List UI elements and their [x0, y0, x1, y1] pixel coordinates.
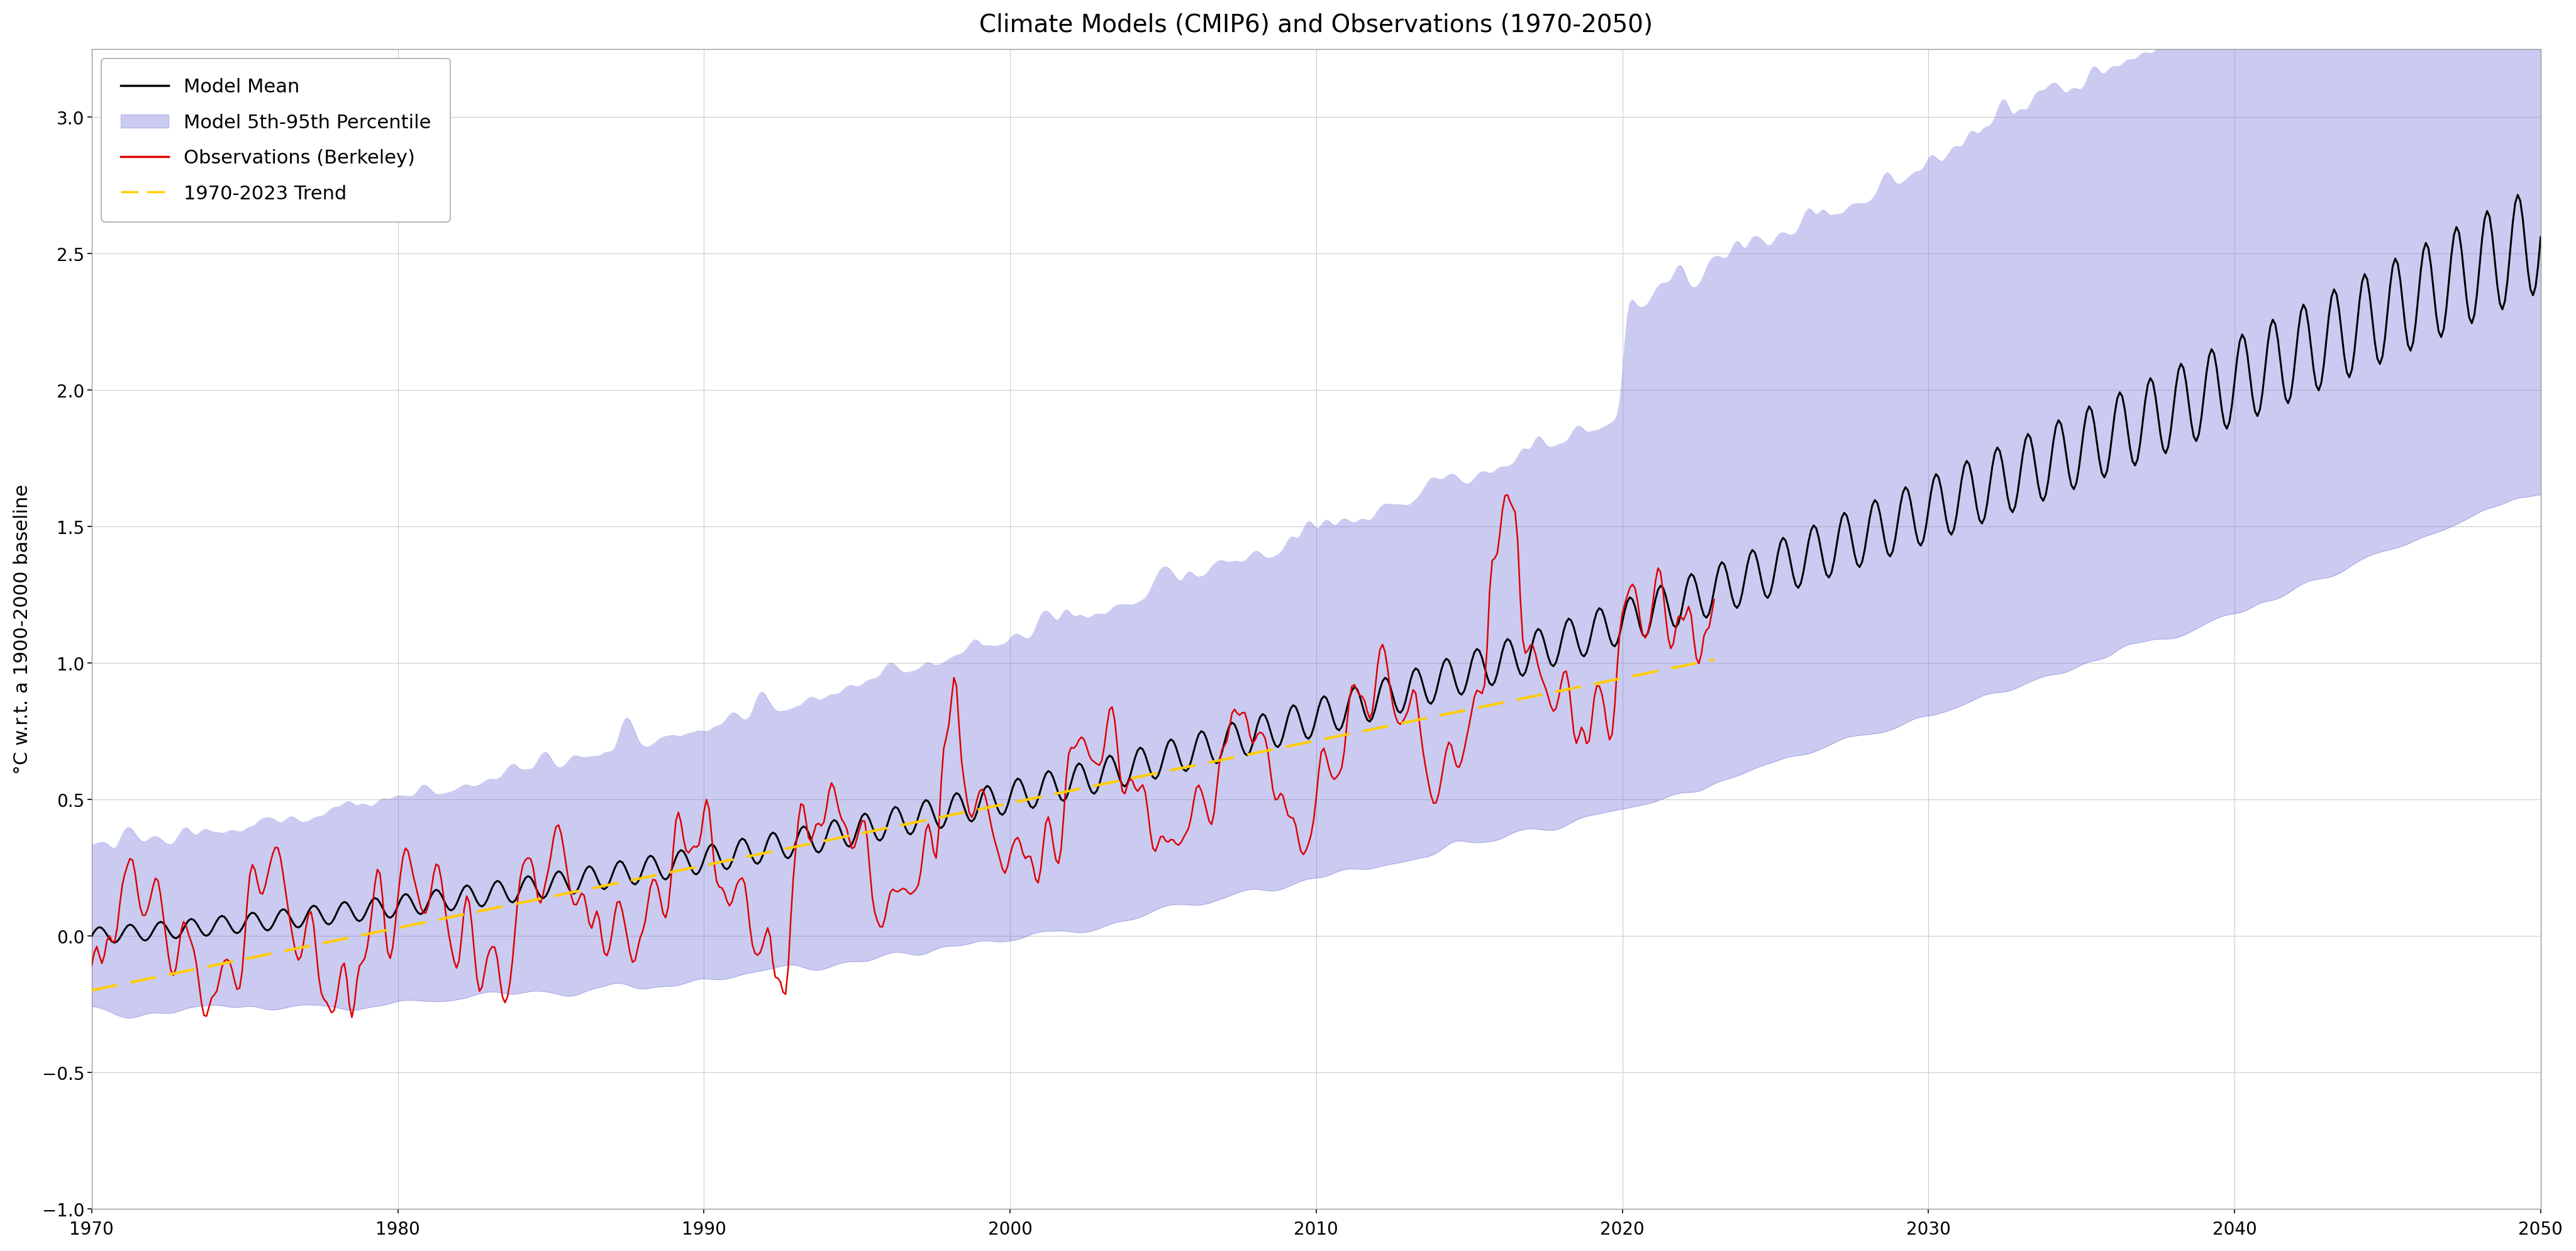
Title: Climate Models (CMIP6) and Observations (1970-2050): Climate Models (CMIP6) and Observations …	[979, 13, 1654, 38]
Legend: Model Mean, Model 5th-95th Percentile, Observations (Berkeley), 1970-2023 Trend: Model Mean, Model 5th-95th Percentile, O…	[100, 59, 451, 223]
Y-axis label: °C w.r.t. a 1900-2000 baseline: °C w.r.t. a 1900-2000 baseline	[13, 484, 31, 774]
